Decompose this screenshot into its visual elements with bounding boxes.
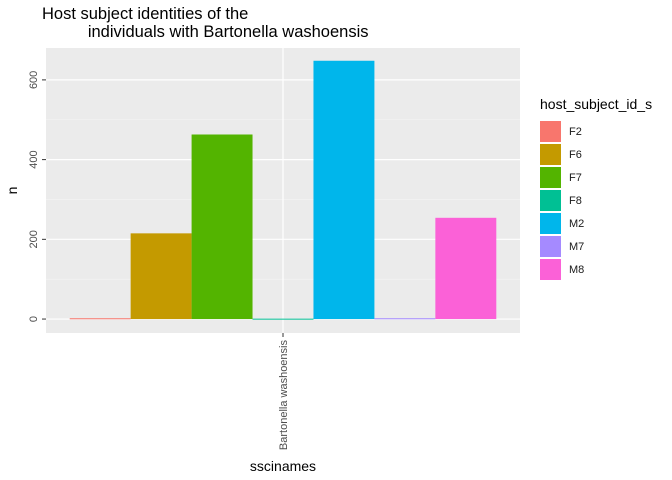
- legend-key: [540, 121, 561, 142]
- chart-title-line-2: individuals with Bartonella washoensis: [42, 23, 369, 41]
- chart-title-line-1: Host subject identities of the: [42, 5, 249, 23]
- bar-m7: [374, 318, 436, 320]
- legend-item-m2: M2: [540, 212, 652, 235]
- x-axis-title: sscinames: [250, 458, 316, 474]
- legend-label: F8: [569, 194, 582, 207]
- bar-f7: [191, 134, 253, 320]
- y-axis-title: n: [4, 187, 20, 195]
- legend-title: host_subject_id_s: [540, 96, 653, 112]
- bar-f2: [69, 318, 131, 320]
- legend-items: F2 F6 F7 F8 M2 M7 M8: [540, 120, 652, 281]
- bar-m2: [313, 60, 375, 320]
- legend: host_subject_id_s F2 F6 F7 F8 M2 M7 M8: [540, 96, 652, 281]
- y-tick-label: 400: [28, 150, 40, 168]
- legend-label: F6: [569, 148, 582, 161]
- x-tick-label: Bartonella washoensis: [278, 340, 290, 451]
- legend-label: M8: [569, 263, 585, 276]
- legend-key: [540, 259, 561, 280]
- y-tick-label: 0: [28, 316, 40, 322]
- bar-m8: [435, 217, 497, 320]
- legend-item-f6: F6: [540, 143, 652, 166]
- y-tick-label: 600: [28, 71, 40, 89]
- legend-key: [540, 144, 561, 165]
- bar-f6: [130, 233, 192, 320]
- legend-key: [540, 213, 561, 234]
- legend-item-f8: F8: [540, 189, 652, 212]
- legend-item-f2: F2: [540, 120, 652, 143]
- legend-label: M2: [569, 217, 585, 230]
- y-tick-label: 200: [28, 230, 40, 248]
- legend-key: [540, 167, 561, 188]
- legend-item-m8: M8: [540, 258, 652, 281]
- legend-item-m7: M7: [540, 235, 652, 258]
- legend-key: [540, 190, 561, 211]
- legend-label: F7: [569, 171, 582, 184]
- bar-f8: [252, 318, 314, 320]
- legend-item-f7: F7: [540, 166, 652, 189]
- legend-label: M7: [569, 240, 585, 253]
- legend-key: [540, 236, 561, 257]
- legend-label: F2: [569, 125, 582, 138]
